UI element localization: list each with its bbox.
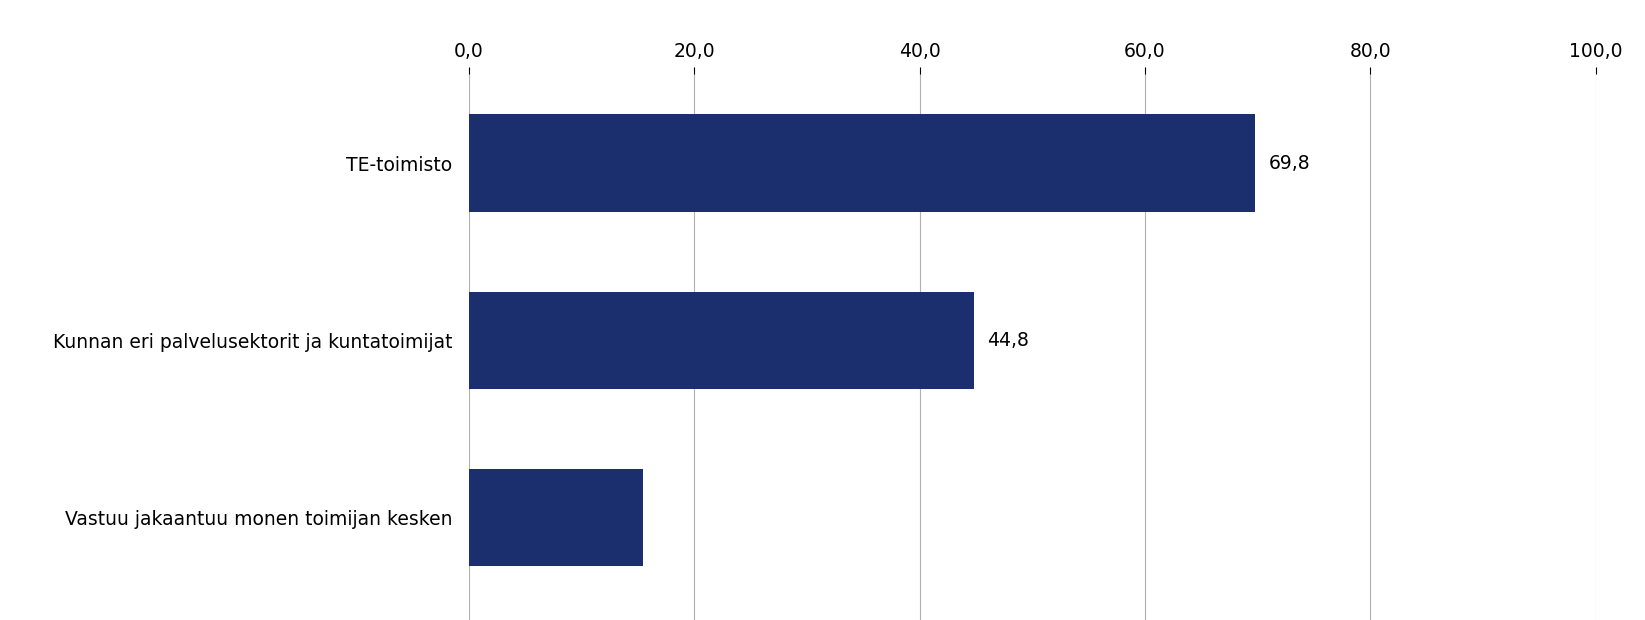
Bar xyxy=(469,114,1255,212)
Bar xyxy=(469,469,643,567)
Text: 44,8: 44,8 xyxy=(987,331,1030,350)
Bar xyxy=(469,291,974,389)
Text: 69,8: 69,8 xyxy=(1268,154,1311,172)
